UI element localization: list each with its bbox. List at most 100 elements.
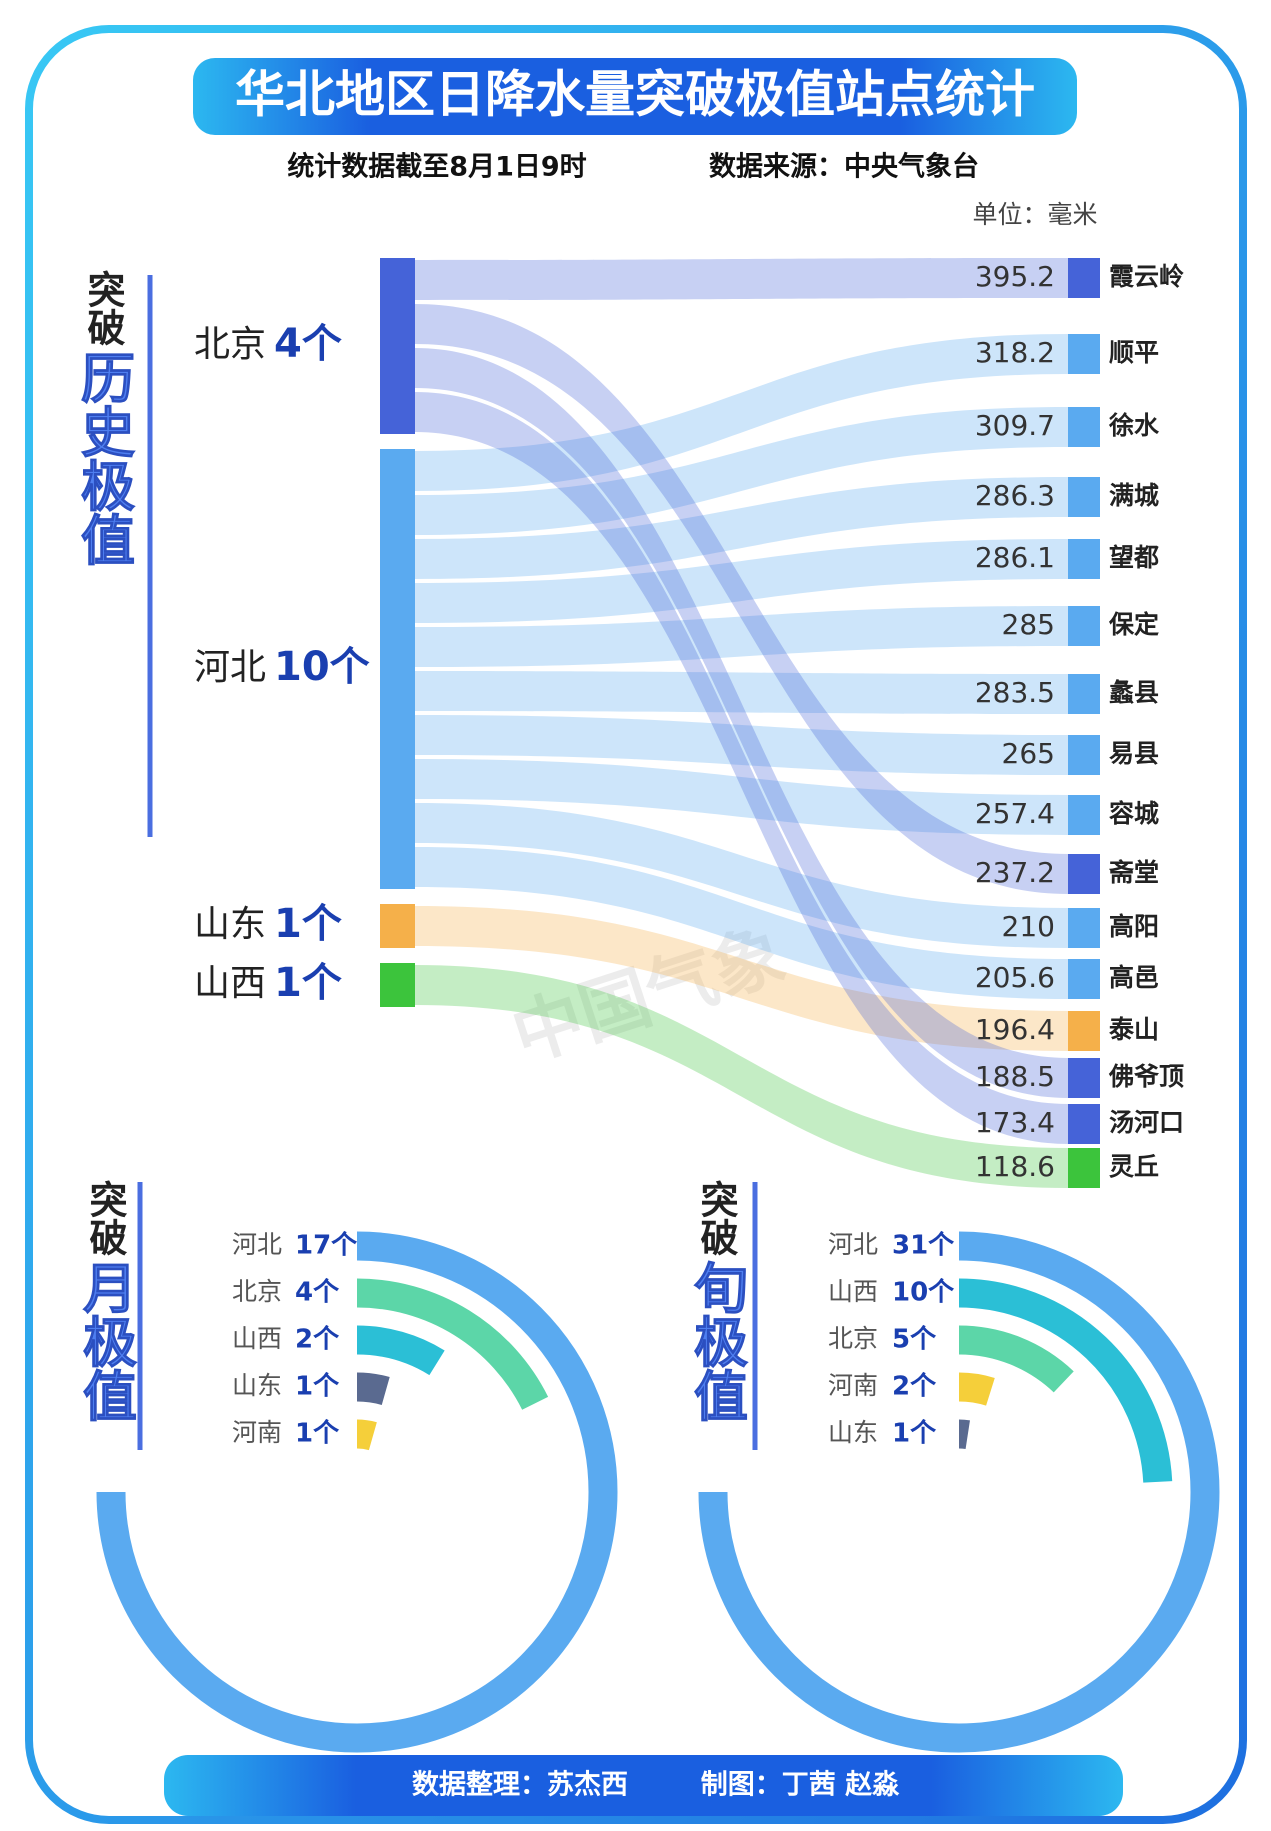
target-name: 佛爷顶 bbox=[1108, 1062, 1184, 1091]
chart-title-lead: 突破 bbox=[694, 1180, 738, 1256]
source-count: 1个 bbox=[274, 960, 342, 1006]
target-node bbox=[1068, 606, 1100, 646]
unit-label: 单位：毫米 bbox=[972, 200, 1097, 229]
target-value: 285 bbox=[1002, 608, 1055, 641]
radial-bar bbox=[356, 1278, 549, 1410]
target-name: 高邑 bbox=[1109, 963, 1159, 992]
target-name: 泰山 bbox=[1109, 1015, 1159, 1044]
radial-bar bbox=[356, 1325, 445, 1376]
flow bbox=[415, 304, 1068, 894]
target-node bbox=[1068, 854, 1100, 894]
target-value: 318.2 bbox=[975, 336, 1055, 369]
target-node bbox=[1068, 539, 1100, 579]
value-label: 5个 bbox=[892, 1325, 937, 1355]
category-label: 北京 bbox=[828, 1324, 878, 1353]
target-value: 257.4 bbox=[975, 797, 1055, 830]
flow bbox=[415, 715, 1068, 775]
target-name: 灵丘 bbox=[1109, 1152, 1159, 1181]
target-value: 237.2 bbox=[975, 856, 1055, 889]
target-node bbox=[1068, 334, 1100, 374]
radial-bar bbox=[356, 1419, 377, 1451]
category-label: 山西 bbox=[232, 1324, 282, 1353]
source-count: 10个 bbox=[274, 644, 370, 690]
target-name: 易县 bbox=[1109, 739, 1159, 768]
radial-bar bbox=[958, 1325, 1074, 1393]
target-node bbox=[1068, 1058, 1100, 1098]
target-node bbox=[1068, 1104, 1100, 1144]
target-name: 霞云岭 bbox=[1109, 262, 1184, 291]
target-name: 斋堂 bbox=[1108, 858, 1159, 887]
value-label: 1个 bbox=[295, 1419, 340, 1449]
flow bbox=[415, 348, 1068, 1098]
target-name: 高阳 bbox=[1109, 912, 1159, 941]
value-label: 2个 bbox=[295, 1325, 340, 1355]
target-node bbox=[1068, 1011, 1100, 1051]
source-node bbox=[380, 904, 415, 948]
value-label: 1个 bbox=[892, 1419, 937, 1449]
target-node bbox=[1068, 477, 1100, 517]
radial-bar bbox=[958, 1278, 1173, 1483]
source-name: 北京 bbox=[194, 324, 266, 365]
flow bbox=[415, 606, 1068, 667]
category-label: 山西 bbox=[828, 1277, 878, 1306]
radial-bar bbox=[96, 1231, 618, 1753]
target-value: 265 bbox=[1002, 737, 1055, 770]
target-name: 汤河口 bbox=[1109, 1108, 1184, 1137]
chart-title-lead: 突破 bbox=[81, 270, 125, 346]
flow bbox=[415, 407, 1068, 535]
flow bbox=[415, 392, 1068, 1144]
footer-banner bbox=[164, 1755, 1123, 1816]
category-label: 河北 bbox=[828, 1230, 878, 1259]
value-label: 1个 bbox=[295, 1372, 340, 1402]
value-label: 2个 bbox=[892, 1372, 937, 1402]
target-value: 188.5 bbox=[975, 1060, 1055, 1093]
target-node bbox=[1068, 258, 1100, 298]
source: 数据来源：中央气象台 bbox=[709, 151, 979, 183]
source-name: 山东 bbox=[194, 904, 266, 945]
target-node bbox=[1068, 959, 1100, 999]
flow bbox=[415, 906, 1068, 1051]
chart-title-lead: 突破 bbox=[83, 1180, 127, 1256]
radial-bar bbox=[958, 1419, 970, 1450]
title-banner bbox=[193, 58, 1077, 135]
flow bbox=[415, 539, 1068, 623]
target-value: 286.3 bbox=[975, 479, 1055, 512]
flow bbox=[415, 477, 1068, 579]
target-node bbox=[1068, 795, 1100, 835]
category-label: 北京 bbox=[232, 1277, 282, 1306]
target-node bbox=[1068, 735, 1100, 775]
target-value: 283.5 bbox=[975, 676, 1055, 709]
subtitle: 统计数据截至8月1日9时 bbox=[287, 151, 586, 183]
chart-title: 月极值 bbox=[74, 1260, 137, 1422]
source-node bbox=[380, 449, 415, 889]
footer-credit: 数据整理：苏杰西 bbox=[412, 1770, 628, 1801]
target-value: 118.6 bbox=[975, 1150, 1055, 1183]
target-name: 蠡县 bbox=[1109, 678, 1159, 707]
flow bbox=[415, 258, 1068, 300]
target-node bbox=[1068, 674, 1100, 714]
category-label: 河南 bbox=[828, 1371, 878, 1400]
value-label: 10个 bbox=[892, 1278, 955, 1308]
source-name: 山西 bbox=[194, 963, 266, 1004]
target-name: 顺平 bbox=[1109, 338, 1159, 367]
source-count: 4个 bbox=[274, 321, 342, 367]
value-label: 31个 bbox=[892, 1231, 955, 1261]
value-label: 17个 bbox=[295, 1231, 358, 1261]
target-name: 容城 bbox=[1109, 799, 1159, 828]
target-name: 望都 bbox=[1109, 543, 1159, 572]
target-value: 286.1 bbox=[975, 541, 1055, 574]
target-value: 173.4 bbox=[975, 1106, 1055, 1139]
category-label: 河南 bbox=[232, 1418, 282, 1447]
target-name: 保定 bbox=[1108, 610, 1159, 639]
target-name: 徐水 bbox=[1108, 411, 1160, 440]
target-node bbox=[1068, 407, 1100, 447]
flow bbox=[415, 671, 1068, 714]
radial-bar bbox=[698, 1231, 1220, 1753]
target-value: 196.4 bbox=[975, 1013, 1055, 1046]
target-value: 395.2 bbox=[975, 260, 1055, 293]
target-node bbox=[1068, 1148, 1100, 1188]
source-name: 河北 bbox=[194, 647, 266, 688]
chart-title: 历史极值 bbox=[72, 350, 135, 566]
category-label: 山东 bbox=[828, 1418, 878, 1447]
value-label: 4个 bbox=[295, 1278, 340, 1308]
